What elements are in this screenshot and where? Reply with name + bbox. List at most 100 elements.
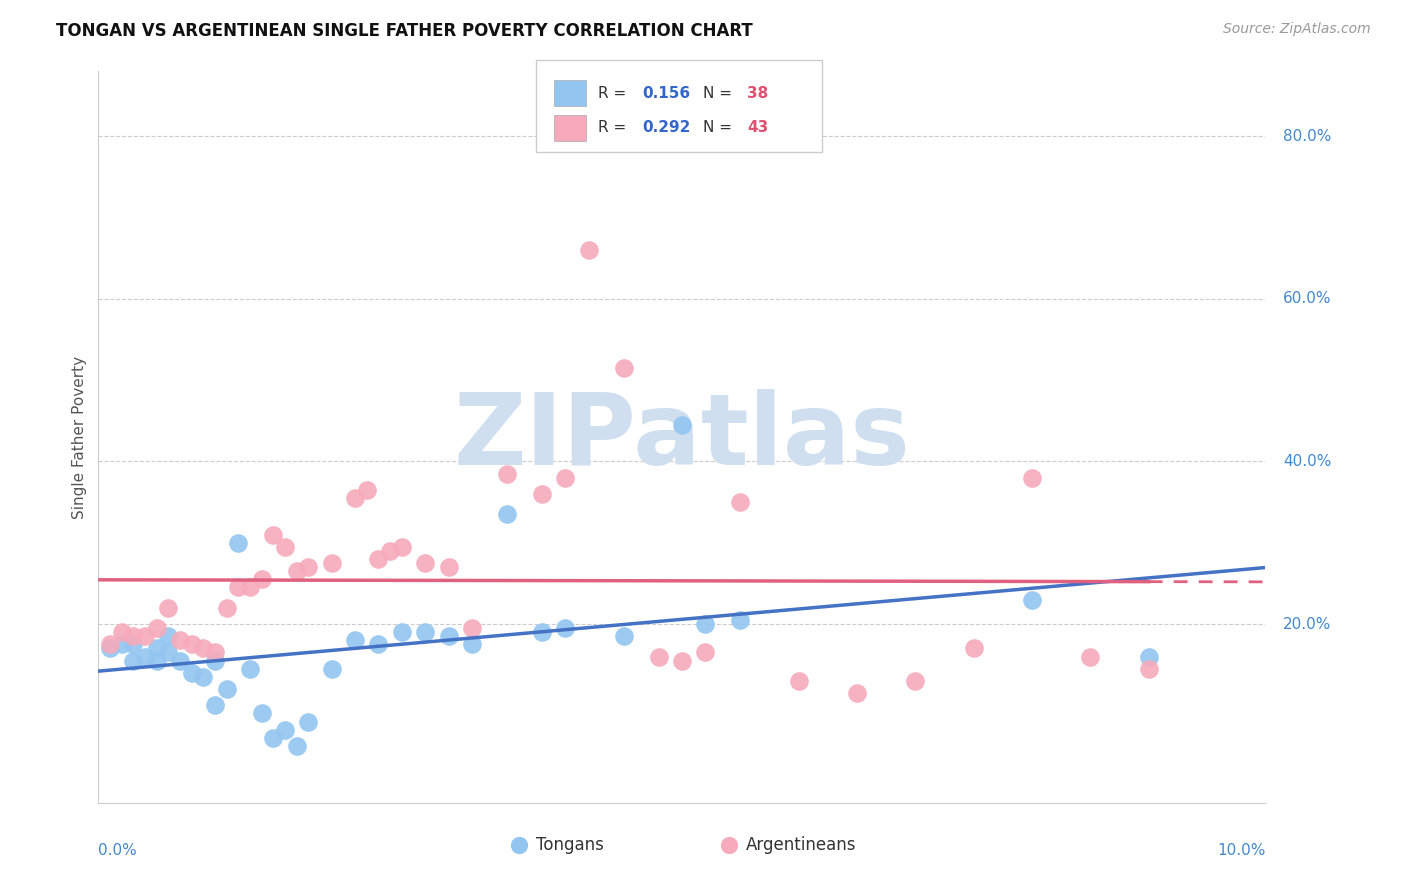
Point (344, 491, 367, 505)
Point (157, 629, 180, 643)
Point (1137, 649, 1160, 664)
Text: Source: ZipAtlas.com: Source: ZipAtlas.com (1223, 22, 1371, 37)
Point (274, 723, 297, 737)
Point (215, 600, 238, 615)
Point (413, 556, 436, 570)
Text: TONGAN VS ARGENTINEAN SINGLE FATHER POVERTY CORRELATION CHART: TONGAN VS ARGENTINEAN SINGLE FATHER POVE… (56, 22, 754, 40)
Point (413, 625, 436, 640)
Text: 0.0%: 0.0% (98, 843, 138, 858)
Point (285, 739, 308, 753)
Point (204, 654, 226, 668)
Point (262, 731, 284, 745)
Point (1021, 592, 1043, 607)
Point (612, 629, 634, 643)
Point (391, 625, 413, 640)
Text: R =: R = (598, 120, 631, 136)
Point (215, 681, 238, 696)
FancyBboxPatch shape (554, 80, 586, 106)
Text: 20.0%: 20.0% (1282, 616, 1331, 632)
Point (367, 552, 389, 566)
Text: 0.156: 0.156 (643, 86, 690, 101)
Point (378, 544, 402, 558)
Point (228, 535, 250, 549)
Point (250, 572, 273, 586)
Point (461, 621, 484, 635)
Point (344, 633, 367, 648)
Point (180, 637, 202, 651)
Point (134, 649, 156, 664)
Point (728, 613, 751, 627)
Point (134, 629, 156, 643)
Point (98, 641, 121, 656)
Point (169, 633, 191, 648)
Point (671, 654, 693, 668)
Point (647, 649, 669, 664)
Point (297, 560, 319, 574)
Point (122, 637, 145, 651)
Text: N =: N = (703, 86, 737, 101)
FancyBboxPatch shape (554, 114, 586, 141)
Point (437, 629, 460, 643)
Text: 0.292: 0.292 (643, 120, 690, 136)
FancyBboxPatch shape (536, 61, 823, 152)
Point (193, 670, 215, 684)
Point (193, 641, 215, 656)
Point (367, 637, 389, 651)
Point (1080, 649, 1102, 664)
Point (250, 706, 273, 721)
Point (239, 581, 262, 595)
Point (228, 581, 250, 595)
Point (122, 654, 145, 668)
Point (321, 556, 343, 570)
Point (111, 637, 134, 651)
Point (391, 540, 413, 554)
Text: 38: 38 (747, 86, 769, 101)
Text: ZIPatlas: ZIPatlas (454, 389, 910, 485)
Text: 60.0%: 60.0% (1282, 292, 1331, 307)
Point (1021, 471, 1043, 485)
Text: Argentineans: Argentineans (747, 836, 856, 855)
Text: 80.0%: 80.0% (1282, 128, 1331, 144)
Point (204, 698, 226, 713)
Text: 40.0%: 40.0% (1282, 454, 1331, 469)
Point (321, 662, 343, 676)
Point (146, 654, 169, 668)
Point (437, 560, 460, 574)
Point (122, 629, 145, 643)
Text: Tongans: Tongans (536, 836, 605, 855)
Point (904, 673, 927, 688)
Point (554, 471, 576, 485)
Point (695, 617, 717, 632)
Point (111, 625, 134, 640)
Point (578, 243, 600, 257)
Point (695, 645, 717, 659)
Point (297, 714, 319, 729)
Point (530, 487, 553, 501)
Point (962, 641, 984, 656)
Point (180, 665, 202, 680)
Point (787, 673, 810, 688)
Point (495, 467, 517, 481)
Y-axis label: Single Father Poverty: Single Father Poverty (72, 356, 87, 518)
Point (146, 621, 169, 635)
Point (262, 527, 284, 541)
Point (612, 361, 634, 376)
Point (285, 564, 308, 578)
Text: R =: R = (598, 86, 631, 101)
Point (169, 654, 191, 668)
Point (845, 686, 868, 700)
Point (356, 483, 378, 497)
Point (274, 540, 297, 554)
Point (98, 637, 121, 651)
Point (146, 641, 169, 656)
Point (671, 417, 693, 432)
Point (495, 508, 517, 522)
Point (204, 645, 226, 659)
Point (1137, 662, 1160, 676)
Point (728, 495, 751, 509)
Point (530, 625, 553, 640)
Text: N =: N = (703, 120, 737, 136)
Point (157, 600, 180, 615)
Point (461, 637, 484, 651)
Text: 43: 43 (747, 120, 769, 136)
